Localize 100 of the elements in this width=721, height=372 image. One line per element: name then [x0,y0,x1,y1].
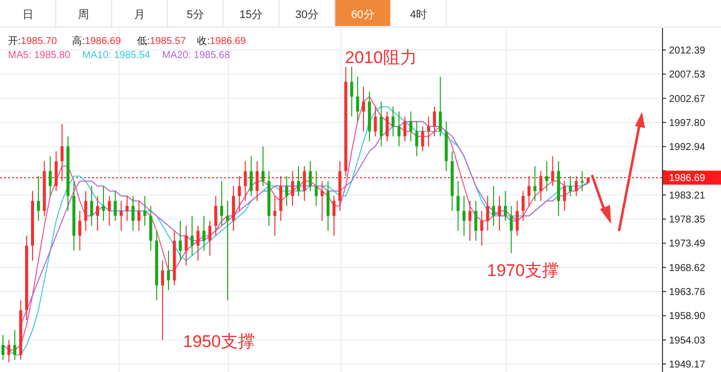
annotation: 开:1985.70 [8,36,58,47]
text: 15分 [239,9,263,21]
candlestick [120,200,123,232]
text: 周 [78,9,90,21]
candlestick [220,180,224,226]
candlestick [190,215,194,256]
candlestick [350,66,354,118]
candlestick [143,195,146,226]
candlestick [291,170,294,206]
candlestick [480,210,484,246]
candlestick [96,195,100,232]
candlestick [196,225,200,262]
candlestick [474,200,478,242]
y-tick-label: 1949.17 [669,360,706,371]
candlestick [374,106,377,137]
candlestick [126,195,129,222]
candlestick [551,156,554,187]
candlestick [314,170,318,206]
candlestick [332,195,336,236]
text: 60分 [351,9,374,21]
y-tick-label: 1973.49 [669,238,706,250]
candlestick [415,120,418,157]
y-tick-label: 1954.03 [669,335,706,346]
candlestick [137,200,140,232]
candlestick [510,205,513,254]
candlestick [380,101,383,147]
text: 月 [134,9,145,21]
candlestick [545,160,548,192]
candlestick [504,190,507,222]
candlestick [48,156,52,196]
text: 5分 [186,9,204,21]
candlestick [522,190,525,222]
text: MA5: 1985.80 [8,50,71,61]
candlestick [238,176,241,212]
y-tick-label: 1963.76 [669,287,706,298]
candlestick [7,340,10,363]
candlestick [84,190,88,232]
candlestick [562,180,566,212]
candlestick [568,176,572,196]
annotation: 2010阻力 [345,48,417,67]
candlestick [580,170,584,192]
text: MA20: 1985.68 [162,50,230,61]
candlestick [456,180,460,232]
candlestick [468,200,472,242]
candlestick [516,200,519,236]
y-tick-label: 2002.67 [669,94,706,105]
candlestick [262,146,265,187]
candlestick [202,215,206,252]
candlestick [492,186,496,226]
candlestick [320,180,324,222]
candlestick [397,111,400,147]
candlestick [409,111,412,142]
annotation: 1970支撑 [487,261,559,280]
text: MA10: 1985.54 [82,50,151,61]
candlestick [102,186,105,222]
candlestick [539,170,542,202]
candlestick [362,86,366,132]
candlestick [438,76,442,137]
text: 30分 [295,9,319,21]
candlestick [308,160,312,192]
candlestick [356,76,360,122]
annotation: 低:1985.57 [137,36,186,47]
text: 4时 [410,9,428,21]
candlestick [273,195,276,236]
candlestick [574,176,578,196]
candlestick [60,123,64,182]
candlestick [285,176,288,206]
annotation: 收:1986.69 [197,36,246,47]
y-tick-label: 1958.90 [669,311,706,322]
candlestick [161,260,164,341]
candlestick [244,160,247,202]
candlestick [392,106,395,137]
candlestick [528,176,531,206]
y-tick-label: 1968.62 [669,262,706,274]
candlestick [1,334,4,360]
y-tick-label: 1978.35 [669,214,706,226]
candlestick [108,195,111,226]
ref-line-label: 1986.69 [669,173,706,184]
candlestick [462,195,466,236]
candlestick [90,186,94,226]
candlestick [403,116,406,142]
candlestick [208,220,212,256]
candlestick [214,195,218,236]
y-tick-label: 1983.21 [669,190,706,202]
candlestick [533,166,536,202]
annotation: 高:1986.69 [72,35,122,47]
candlestick [250,156,253,196]
candlestick [114,190,117,222]
candlestick [427,116,430,147]
candlestick [226,200,230,301]
candlestick [421,126,424,152]
y-tick-label: 1992.94 [669,142,706,154]
candlestick [166,250,170,291]
y-tick-label: 2012.39 [669,46,706,57]
y-tick-label: 1997.80 [669,118,706,129]
candlestick [486,195,490,232]
text: 日 [22,9,34,21]
annotation: 1950支撑 [183,332,255,351]
candlestick [13,330,16,360]
candlestick [498,195,501,232]
